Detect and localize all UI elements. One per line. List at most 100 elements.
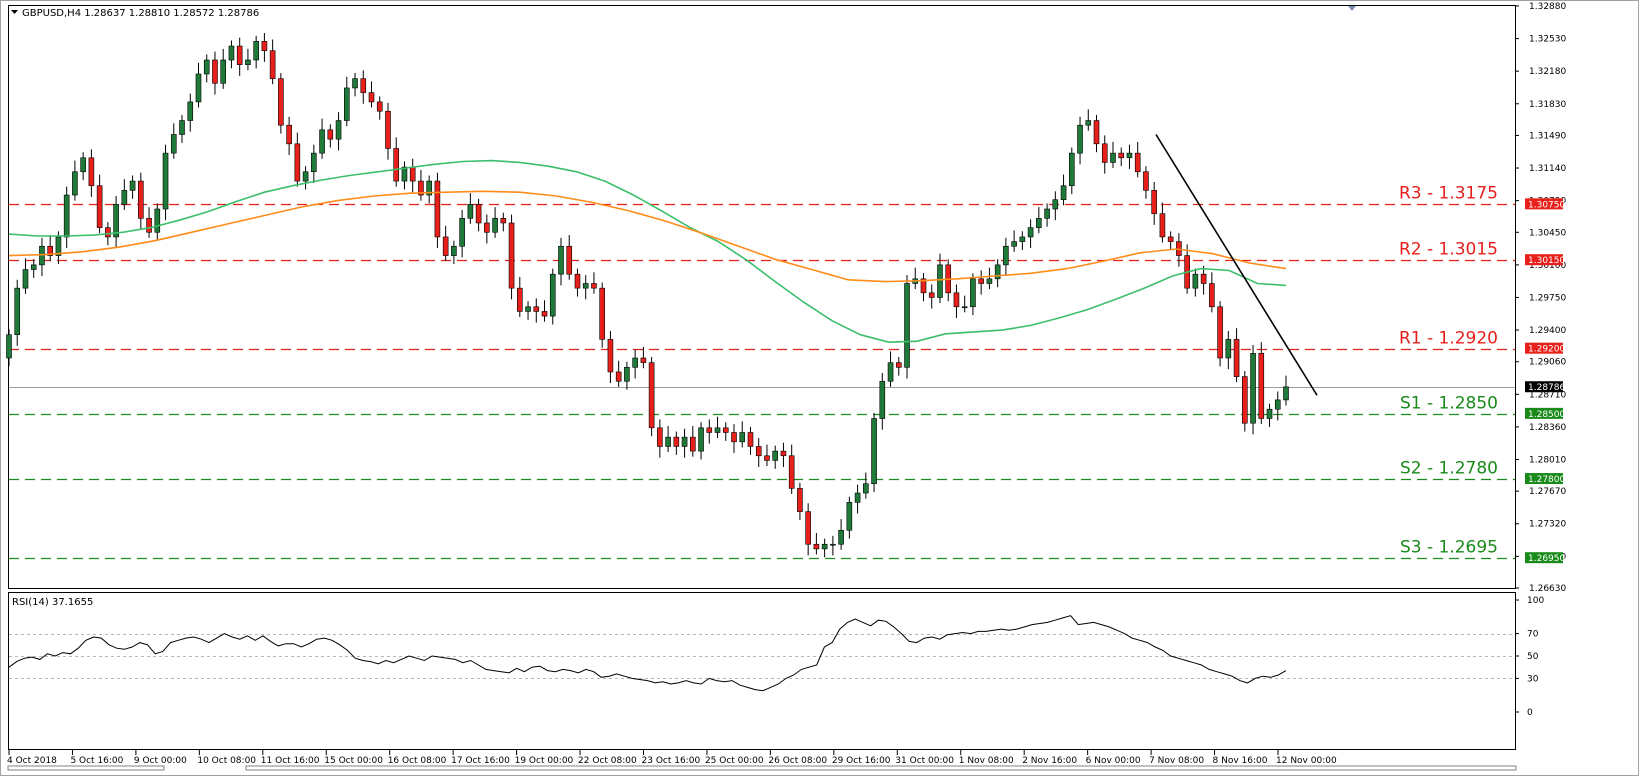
time-tick-label: 2 Nov 16:00 bbox=[1022, 756, 1077, 766]
time-tick-label: 29 Oct 16:00 bbox=[832, 756, 891, 766]
candle bbox=[1217, 301, 1223, 367]
level-labels: R3 - 1.3175 R2 - 1.3015 R1 - 1.2920 S1 - 1.… bbox=[1399, 184, 1498, 558]
candle bbox=[665, 425, 671, 453]
scroll-handle-mid[interactable] bbox=[245, 765, 1517, 771]
rsi-axis: 100 70 50 30 0 bbox=[1515, 596, 1544, 718]
candle bbox=[327, 124, 334, 148]
candle bbox=[1159, 202, 1166, 243]
candle bbox=[1052, 191, 1059, 221]
collapse-triangle-icon[interactable] bbox=[11, 10, 18, 14]
candle bbox=[1266, 403, 1273, 427]
candle bbox=[739, 421, 746, 448]
candle bbox=[615, 360, 622, 387]
candle bbox=[871, 412, 877, 493]
candle bbox=[805, 503, 811, 556]
candle bbox=[418, 169, 424, 201]
candle bbox=[1209, 272, 1215, 313]
price-tag-label: 1.28500 bbox=[1528, 410, 1565, 420]
candle bbox=[245, 48, 251, 71]
rsi-tick-label: 30 bbox=[1527, 674, 1539, 684]
candle bbox=[558, 237, 564, 286]
time-tick-label: 10 Oct 08:00 bbox=[197, 756, 256, 766]
candle bbox=[261, 33, 268, 62]
candle bbox=[731, 424, 737, 453]
candle bbox=[286, 116, 292, 155]
level-label: R1 - 1.2920 bbox=[1399, 329, 1498, 349]
time-axis: 4 Oct 2018 5 Oct 16:00 9 Oct 00:00 10 Oct 0… bbox=[7, 750, 1337, 766]
rsi-line bbox=[8, 615, 1287, 692]
time-tick-label: 9 Oct 00:00 bbox=[134, 756, 187, 766]
time-tick-label: 15 Oct 00:00 bbox=[324, 756, 383, 766]
candle bbox=[113, 195, 119, 249]
candle bbox=[1044, 203, 1050, 227]
candle bbox=[492, 207, 498, 238]
candle bbox=[854, 484, 861, 514]
price-tag: 1.30150 bbox=[1525, 254, 1565, 266]
scroll-handle-left[interactable] bbox=[7, 765, 165, 771]
price-tag-label: 1.29200 bbox=[1528, 345, 1565, 355]
trendline-layer[interactable] bbox=[1155, 134, 1318, 396]
time-tick-label: 22 Oct 08:00 bbox=[578, 756, 637, 766]
candle bbox=[121, 179, 128, 210]
candle bbox=[203, 54, 210, 83]
price-tag-label: 1.27800 bbox=[1528, 475, 1565, 485]
price-tick-label: 1.30450 bbox=[1529, 228, 1566, 238]
rsi-reference-lines bbox=[9, 634, 1515, 679]
price-tick-label: 1.27670 bbox=[1529, 487, 1566, 497]
candle bbox=[706, 419, 713, 444]
candle bbox=[681, 428, 688, 458]
candle bbox=[632, 349, 638, 379]
trendline[interactable] bbox=[1155, 134, 1318, 396]
time-tick-label: 16 Oct 08:00 bbox=[388, 756, 447, 766]
price-tick-label: 1.29400 bbox=[1529, 326, 1566, 336]
candle bbox=[961, 295, 968, 313]
candle bbox=[72, 160, 78, 201]
shift-marker-icon[interactable] bbox=[1348, 6, 1356, 11]
candle bbox=[846, 496, 853, 539]
candle bbox=[937, 253, 943, 304]
price-tag: 1.28500 bbox=[1525, 407, 1565, 420]
candle bbox=[1110, 141, 1116, 169]
rsi-label: RSI(14) 37.1655 bbox=[12, 597, 93, 608]
time-tick-label: 11 Oct 16:00 bbox=[261, 756, 320, 766]
candle bbox=[187, 93, 194, 132]
candle bbox=[426, 175, 432, 204]
candle bbox=[928, 284, 935, 309]
time-tick-label: 7 Nov 08:00 bbox=[1149, 756, 1204, 766]
rsi-tick-label: 70 bbox=[1527, 630, 1539, 640]
symbol-header: GBPUSD,H4 1.28637 1.28810 1.28572 1.2878… bbox=[22, 8, 259, 19]
candle bbox=[22, 258, 29, 294]
price-tick-label: 1.28010 bbox=[1529, 455, 1566, 465]
candle bbox=[401, 161, 408, 190]
candle bbox=[80, 152, 86, 181]
price-tag: 1.30750 bbox=[1525, 198, 1565, 210]
candle bbox=[764, 444, 770, 467]
candle bbox=[63, 186, 70, 249]
candle bbox=[780, 442, 787, 467]
candle bbox=[278, 73, 284, 134]
candle bbox=[451, 240, 457, 264]
time-tick-label: 8 Nov 16:00 bbox=[1213, 756, 1268, 766]
candle bbox=[904, 275, 910, 379]
candle bbox=[714, 416, 721, 439]
candle bbox=[895, 357, 902, 376]
candle bbox=[722, 422, 729, 441]
candle bbox=[821, 538, 828, 558]
price-tag: 1.26950 bbox=[1525, 552, 1565, 564]
level-label: S1 - 1.2850 bbox=[1400, 394, 1498, 414]
level-label: S2 - 1.2780 bbox=[1400, 459, 1498, 479]
candle bbox=[302, 166, 309, 190]
candle bbox=[154, 203, 161, 241]
price-tick-label: 1.29750 bbox=[1529, 293, 1566, 303]
price-axis: 1.32880 1.32530 1.32180 1.31830 1.31490 1.311… bbox=[1515, 2, 1566, 594]
price-tag-label: 1.30150 bbox=[1528, 256, 1565, 266]
candle bbox=[335, 112, 342, 151]
candle bbox=[385, 102, 391, 160]
price-tick-label: 1.27320 bbox=[1529, 520, 1566, 530]
fast-ma-line bbox=[8, 159, 1287, 344]
candle bbox=[30, 259, 37, 278]
candle bbox=[1003, 237, 1009, 277]
candle bbox=[986, 267, 993, 290]
